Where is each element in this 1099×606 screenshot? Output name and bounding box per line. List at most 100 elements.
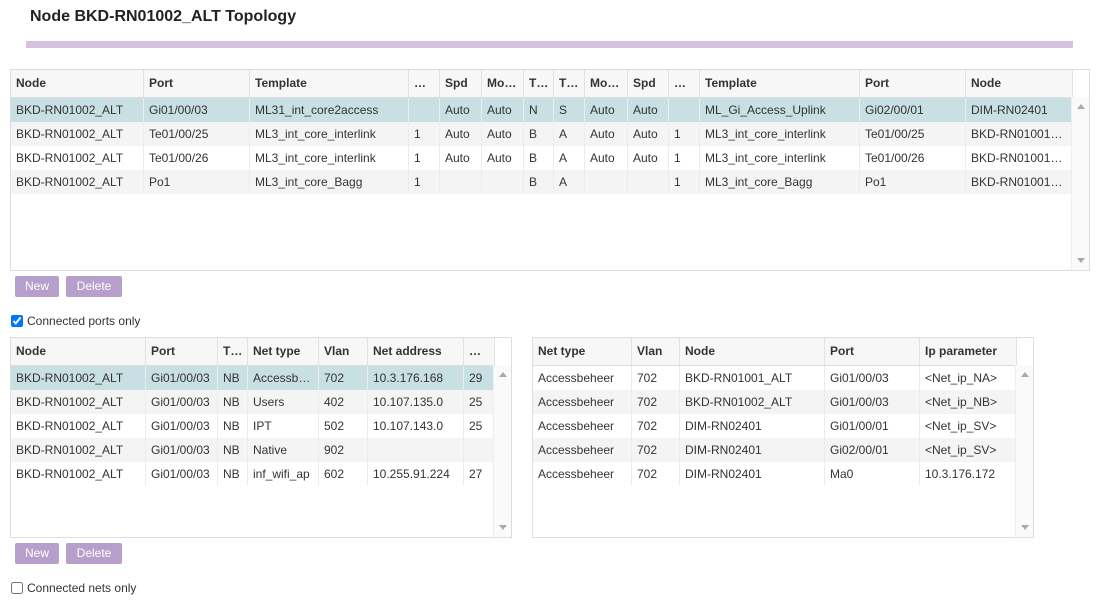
connected-ports-filter[interactable]: Connected ports only <box>11 314 140 328</box>
column-header: Node <box>680 338 825 365</box>
table-cell: Auto <box>585 146 628 170</box>
delete-button[interactable]: Delete <box>66 543 122 564</box>
table-cell: <Net_ip_NB> <box>920 390 1017 414</box>
table-cell: ML3_int_core_interlink <box>250 122 409 146</box>
column-header: Port <box>825 338 920 365</box>
table-cell: 702 <box>632 462 680 486</box>
table-cell: Auto <box>628 122 669 146</box>
table-cell: 10.107.135.0 <box>368 390 464 414</box>
column-header: Template <box>250 70 409 97</box>
table-cell: Accessbeheer <box>533 414 632 438</box>
table-cell: Gi01/00/03 <box>146 462 218 486</box>
column-header: Template <box>700 70 860 97</box>
table-cell <box>464 438 495 462</box>
table-cell: ML3_int_core_interlink <box>700 122 860 146</box>
table-cell: Auto <box>628 98 669 122</box>
table-cell: Te01/00/26 <box>144 146 250 170</box>
scrollbar <box>1015 365 1033 537</box>
column-header: T… <box>524 70 554 97</box>
table-cell: BKD-RN01002_ALT <box>11 414 146 438</box>
checkbox-label: Connected ports only <box>27 314 141 328</box>
scroll-up <box>499 372 507 377</box>
table-cell: Gi02/00/01 <box>860 98 966 122</box>
column-header: T… <box>218 338 248 365</box>
table-cell <box>482 170 524 194</box>
table-cell: 902 <box>319 438 368 462</box>
scroll-up <box>1077 104 1085 109</box>
table-cell: A <box>554 122 585 146</box>
table-cell: 1 <box>409 146 440 170</box>
table-cell: DIM-RN02401 <box>680 438 825 462</box>
table-row[interactable]: BKD-RN01002_ALT Te01/00/26 ML3_int_core_in… <box>11 146 1073 170</box>
new-button[interactable]: New <box>15 276 59 297</box>
table-cell <box>440 170 482 194</box>
table-cell: BKD-RN01002_ALT <box>11 122 144 146</box>
table-cell: Gi01/00/03 <box>146 366 218 390</box>
table-cell: Po1 <box>860 170 966 194</box>
column-header: Vlan <box>632 338 680 365</box>
scroll-down <box>1077 258 1085 263</box>
table-row[interactable]: Accessbeheer 702 DIM-RN02401 Ma0 10.3.176.17… <box>533 462 1017 486</box>
table-cell: ML3_int_core_interlink <box>700 146 860 170</box>
checkbox[interactable] <box>11 315 23 327</box>
table-cell: DIM-RN02401 <box>966 98 1073 122</box>
table-cell: Accessbeheer <box>533 438 632 462</box>
table-cell: Accessb… <box>248 366 319 390</box>
table-cell: NB <box>218 366 248 390</box>
table-row[interactable]: BKD-RN01002_ALT Te01/00/25 ML3_int_core_in… <box>11 122 1073 146</box>
column-header: Node <box>966 70 1073 97</box>
table-cell: 1 <box>409 122 440 146</box>
table-cell: B <box>524 146 554 170</box>
table-cell: Accessbeheer <box>533 390 632 414</box>
table-cell: Gi01/00/03 <box>146 414 218 438</box>
table-cell: Gi01/00/01 <box>825 414 920 438</box>
table-row[interactable]: BKD-RN01002_ALT Gi01/00/03 NB IPT 502 10.107.… <box>11 414 495 438</box>
delete-button[interactable]: Delete <box>66 276 122 297</box>
table-cell: BKD-RN01001… <box>966 146 1073 170</box>
connected-nets-filter[interactable]: Connected nets only <box>11 581 136 595</box>
table-row[interactable]: BKD-RN01002_ALT Gi01/00/03 ML31_int_core2a… <box>11 98 1073 122</box>
scrollbar <box>493 365 511 537</box>
table-cell: ML3_int_core_interlink <box>250 146 409 170</box>
table-header: Node Port Template… Spd Mo… T… T… Mo… Spd… Templa… <box>11 70 1073 98</box>
table-row[interactable]: BKD-RN01002_ALT Gi01/00/03 NB Users 402 10.10… <box>11 390 495 414</box>
table-cell: A <box>554 146 585 170</box>
table-cell: Te01/00/26 <box>860 146 966 170</box>
table-row[interactable]: Accessbeheer 702 DIM-RN02401 Gi02/00/01 <Net… <box>533 438 1017 462</box>
table-cell: Po1 <box>144 170 250 194</box>
table-cell: BKD-RN01002_ALT <box>11 390 146 414</box>
table-row[interactable]: BKD-RN01002_ALT Po1 ML3_int_core_Bagg 1 B A 1 M… <box>11 170 1073 194</box>
table-row[interactable]: BKD-RN01002_ALT Gi01/00/03 NB inf_wifi_ap 60… <box>11 462 495 486</box>
table-row[interactable]: BKD-RN01002_ALT Gi01/00/03 NB Accessb… 702 10… <box>11 366 495 390</box>
table-row[interactable]: Accessbeheer 702 BKD-RN01001_ALT Gi01/00/03… <box>533 366 1017 390</box>
table-cell: Auto <box>440 122 482 146</box>
table-cell: 10.107.143.0 <box>368 414 464 438</box>
table-cell: <Net_ip_SV> <box>920 414 1017 438</box>
table-cell: 1 <box>669 170 700 194</box>
column-header: Ip parameter <box>920 338 1017 365</box>
nets-table: Node Port T… Net type Vlan Net address… BKD-RN… <box>10 337 512 538</box>
table-cell: Users <box>248 390 319 414</box>
table-cell: ML3_int_core_Bagg <box>700 170 860 194</box>
table-cell: Auto <box>482 146 524 170</box>
column-header: Node <box>11 70 144 97</box>
table-header: Node Port T… Net type Vlan Net address… <box>11 338 495 366</box>
page-title: Node BKD-RN01002_ALT Topology <box>30 8 297 25</box>
table-cell: Gi01/00/03 <box>144 98 250 122</box>
scroll-up <box>1021 372 1029 377</box>
new-button[interactable]: New <box>15 543 59 564</box>
table-cell: <Net_ip_NA> <box>920 366 1017 390</box>
checkbox[interactable] <box>11 582 23 594</box>
column-header: Port <box>860 70 966 97</box>
table-row[interactable]: Accessbeheer 702 DIM-RN02401 Gi01/00/01 <Net… <box>533 414 1017 438</box>
table-cell: BKD-RN01001… <box>966 122 1073 146</box>
table-header: Net type Vlan Node Port Ip parameter <box>533 338 1017 366</box>
table-cell: ML3_int_core_Bagg <box>250 170 409 194</box>
table-cell: 602 <box>319 462 368 486</box>
table-row[interactable]: BKD-RN01002_ALT Gi01/00/03 NB Native 902 <box>11 438 495 462</box>
table-cell: 502 <box>319 414 368 438</box>
table-cell: NB <box>218 414 248 438</box>
table-cell: NB <box>218 438 248 462</box>
table-row[interactable]: Accessbeheer 702 BKD-RN01002_ALT Gi01/00/03… <box>533 390 1017 414</box>
